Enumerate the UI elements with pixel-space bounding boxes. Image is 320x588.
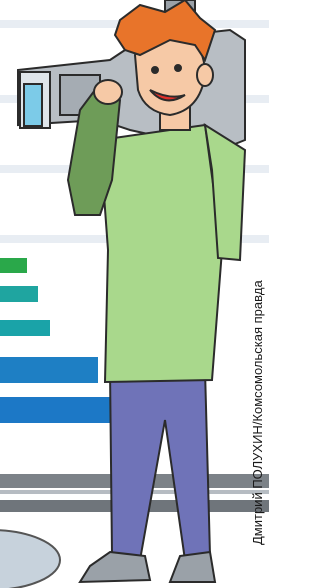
photo-credit: Дмитрий ПОЛУХИН/Комсомольская правда	[250, 280, 265, 545]
page: {"credit": "Дмитрий ПОЛУХИН/Комсомольска…	[0, 0, 269, 588]
illustration: Дмитрий ПОЛУХИН/Комсомольская правда	[0, 0, 269, 588]
